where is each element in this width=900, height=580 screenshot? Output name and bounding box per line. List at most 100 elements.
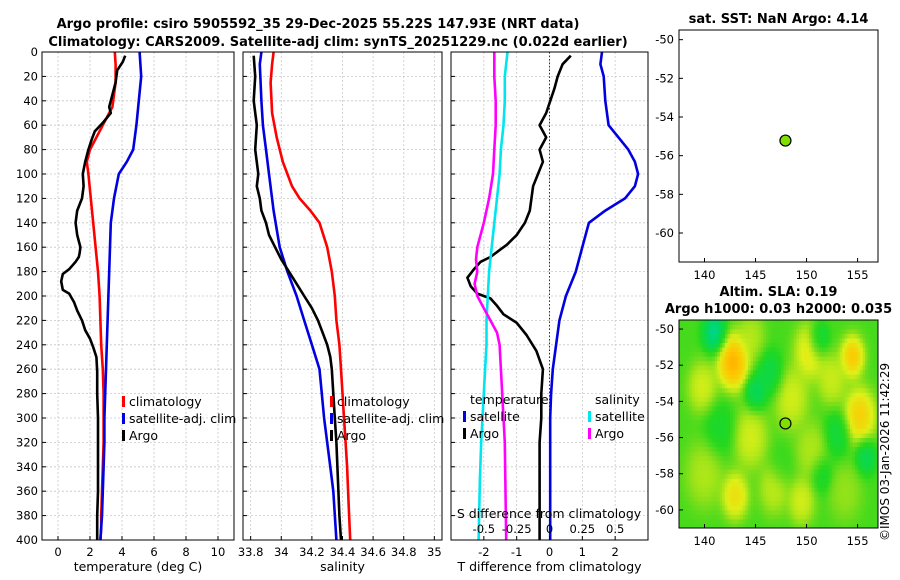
sla-cell [707, 378, 711, 384]
sla-cell [867, 333, 871, 339]
sla-cell [773, 347, 777, 353]
sla-cell [752, 496, 756, 502]
sla-cell [821, 324, 825, 330]
sla-cell [809, 374, 813, 380]
sla-cell [768, 500, 772, 506]
sla-cell [783, 491, 787, 497]
sla-cell [860, 387, 864, 393]
sla-cell [755, 369, 759, 375]
sla-cell [819, 442, 823, 448]
sla-cell [755, 523, 759, 529]
sla-cell [775, 419, 779, 425]
sla-cell [699, 491, 703, 497]
sla-cell [809, 338, 813, 344]
sla-cell [849, 378, 853, 384]
sla-cell [735, 324, 739, 330]
sla-cell [872, 378, 876, 384]
sla-cell [819, 482, 823, 488]
sla-cell [730, 518, 733, 524]
sla-cell [722, 324, 726, 330]
sla-cell [768, 514, 772, 520]
sla-cell [699, 469, 703, 475]
sla-cell [681, 518, 685, 524]
sla-cell [704, 383, 708, 389]
sla-cell [722, 514, 726, 520]
sla-cell [857, 320, 861, 325]
sla-cell [852, 324, 856, 330]
sla-cell [722, 374, 726, 380]
sla-cell [768, 424, 772, 429]
sla-cell [837, 491, 841, 497]
sla-cell [747, 405, 751, 411]
sla-cell [801, 505, 805, 511]
sla-cell [722, 414, 726, 420]
sla-cell [712, 460, 716, 466]
sla-cell [742, 347, 746, 353]
sla-cell [826, 392, 830, 398]
sla-cell [755, 414, 759, 420]
t-tick-label: 0 [546, 545, 553, 559]
sla-cell [821, 464, 825, 470]
sla-cell [847, 473, 851, 479]
sla-cell [801, 518, 805, 524]
sla-cell [816, 473, 820, 479]
sla-cell [686, 500, 690, 506]
sla-cell [844, 500, 848, 506]
sla-cell [691, 342, 695, 348]
sla-cell [872, 405, 876, 411]
sla-cell [852, 419, 856, 425]
sla-cell [839, 342, 843, 348]
sla-cell [814, 365, 818, 371]
sla-cell [701, 473, 705, 479]
sla-cell [867, 496, 871, 502]
sla-cell [773, 496, 777, 502]
sla-cell [870, 378, 874, 384]
sla-cell [745, 514, 749, 520]
sla-cell [775, 333, 779, 339]
sla-cell [798, 396, 802, 402]
sla-cell [709, 428, 713, 434]
sla-cell [824, 491, 828, 497]
sla-cell [775, 392, 779, 398]
sla-cell [837, 369, 841, 375]
sla-cell [786, 478, 790, 484]
sla-cell [689, 500, 693, 506]
sla-cell [809, 329, 813, 334]
sla-cell [770, 491, 774, 497]
sla-cell [686, 496, 690, 502]
sla-cell [814, 478, 818, 484]
sla-cell [791, 518, 795, 524]
sla-cell [849, 383, 853, 389]
sla-cell [811, 383, 815, 389]
sla-cell [699, 338, 703, 344]
sla-cell [735, 356, 739, 362]
sla-cell [742, 500, 746, 506]
sla-cell [842, 414, 846, 420]
sla-cell [870, 351, 874, 357]
argo-position-marker [779, 134, 792, 147]
sla-cell [816, 365, 820, 371]
sla-cell [758, 455, 762, 461]
sla-cell [811, 410, 815, 416]
sla-cell [788, 464, 792, 470]
sla-cell [834, 514, 838, 520]
sla-cell [844, 320, 848, 325]
sla-cell [727, 455, 731, 461]
sla-cell [679, 419, 682, 425]
sla-cell [796, 378, 800, 384]
sla-cell [717, 478, 721, 484]
sla-cell [758, 410, 762, 416]
sla-cell [717, 320, 721, 325]
sla-cell [707, 396, 711, 402]
sla-cell [773, 487, 777, 493]
sla-cell [821, 329, 825, 334]
sla-cell [804, 424, 807, 429]
sla-cell [701, 419, 705, 425]
sla-cell [686, 360, 690, 366]
sla-cell [765, 442, 769, 448]
sla-cell [849, 437, 853, 443]
sla-cell [760, 523, 764, 529]
sla-cell [750, 428, 754, 434]
sla-cell [712, 396, 716, 402]
sla-cell [778, 365, 782, 371]
